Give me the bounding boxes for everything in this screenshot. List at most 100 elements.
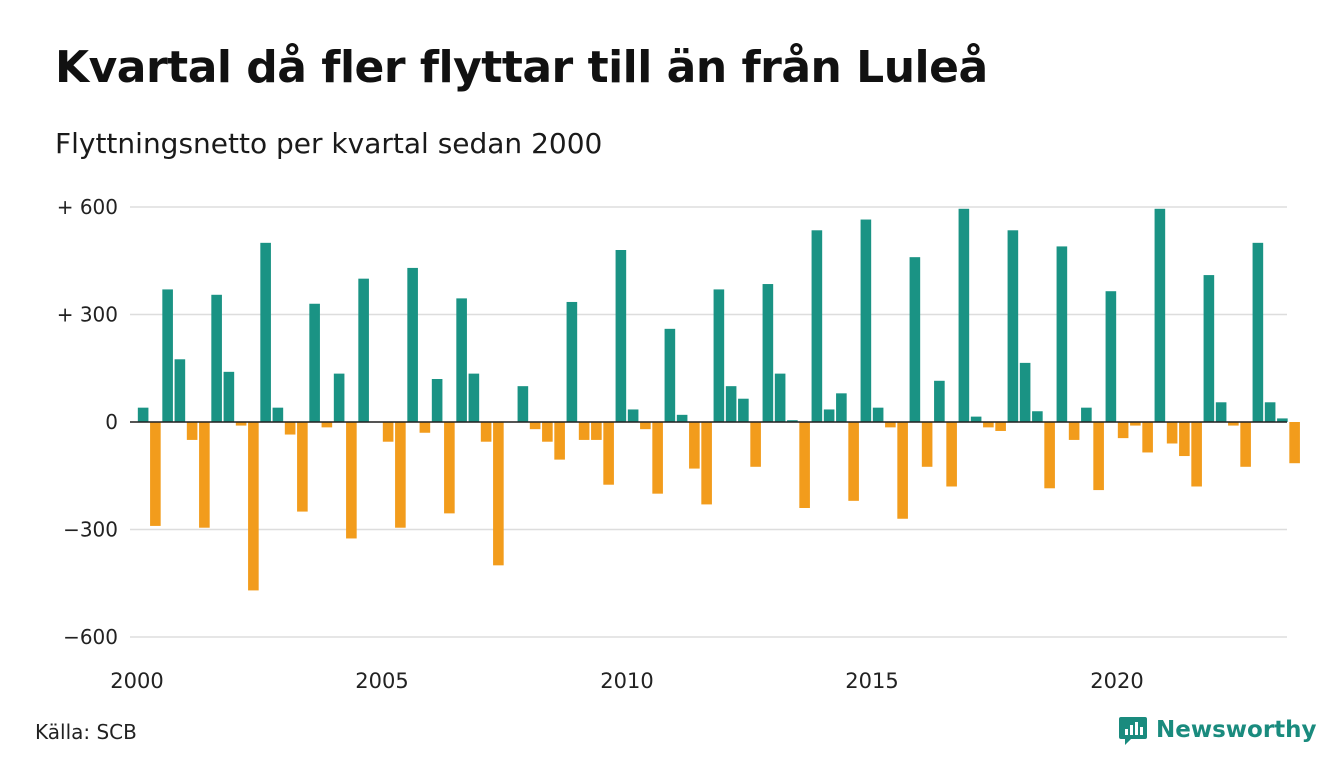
bar[interactable] bbox=[848, 422, 859, 501]
bar[interactable] bbox=[321, 422, 333, 428]
bar[interactable] bbox=[199, 422, 210, 528]
bar[interactable] bbox=[260, 242, 271, 422]
bar[interactable] bbox=[493, 422, 504, 566]
bar[interactable] bbox=[995, 422, 1006, 431]
bar[interactable] bbox=[517, 386, 529, 422]
bar[interactable] bbox=[774, 373, 786, 422]
bar[interactable] bbox=[799, 422, 810, 508]
bar[interactable] bbox=[1240, 422, 1251, 467]
bars bbox=[137, 208, 1300, 591]
bar[interactable] bbox=[1228, 422, 1239, 426]
bar[interactable] bbox=[382, 422, 394, 442]
bar[interactable] bbox=[444, 422, 455, 514]
bar[interactable] bbox=[1130, 422, 1141, 426]
bar[interactable] bbox=[811, 230, 823, 422]
bar[interactable] bbox=[946, 422, 957, 487]
x-tick-label: 2020 bbox=[1090, 669, 1143, 693]
bar[interactable] bbox=[860, 219, 872, 422]
bar[interactable] bbox=[652, 422, 663, 494]
bar[interactable] bbox=[701, 422, 712, 505]
bar[interactable] bbox=[1081, 407, 1092, 422]
bar[interactable] bbox=[1264, 402, 1276, 422]
bar[interactable] bbox=[578, 422, 590, 440]
bar[interactable] bbox=[333, 373, 345, 422]
bar[interactable] bbox=[725, 386, 737, 422]
bar[interactable] bbox=[885, 422, 896, 428]
bar[interactable] bbox=[664, 328, 676, 422]
bar[interactable] bbox=[983, 422, 994, 428]
bar[interactable] bbox=[542, 422, 553, 442]
bar[interactable] bbox=[676, 414, 688, 422]
bar[interactable] bbox=[823, 409, 835, 422]
bar[interactable] bbox=[713, 289, 725, 422]
bar[interactable] bbox=[456, 298, 467, 422]
axes: + 600 + 300 0 −300 −600 2000 2005 2010 2015 2020 bbox=[57, 195, 1287, 693]
bar[interactable] bbox=[529, 422, 541, 430]
bar[interactable] bbox=[934, 380, 945, 422]
bar[interactable] bbox=[1117, 422, 1129, 439]
bar[interactable] bbox=[762, 284, 774, 422]
bar[interactable] bbox=[1056, 246, 1068, 422]
bar[interactable] bbox=[787, 420, 798, 422]
y-tick-label: −300 bbox=[63, 518, 118, 542]
bar[interactable] bbox=[284, 422, 296, 435]
bar[interactable] bbox=[358, 278, 369, 422]
bar[interactable] bbox=[1142, 422, 1153, 453]
bar[interactable] bbox=[211, 294, 222, 422]
bar[interactable] bbox=[1007, 230, 1019, 422]
bar[interactable] bbox=[1252, 242, 1264, 422]
bar[interactable] bbox=[1166, 422, 1178, 444]
bar[interactable] bbox=[566, 301, 578, 422]
bar[interactable] bbox=[627, 409, 639, 422]
bar[interactable] bbox=[615, 250, 627, 422]
bar[interactable] bbox=[431, 379, 443, 422]
bar[interactable] bbox=[958, 208, 970, 422]
bar[interactable] bbox=[750, 422, 761, 467]
bar[interactable] bbox=[591, 422, 602, 440]
bar[interactable] bbox=[1068, 422, 1080, 440]
y-tick-label: 0 bbox=[105, 410, 118, 434]
bar[interactable] bbox=[1154, 208, 1166, 422]
bar[interactable] bbox=[1105, 291, 1117, 422]
bar[interactable] bbox=[272, 407, 284, 422]
bar[interactable] bbox=[603, 422, 614, 485]
bar[interactable] bbox=[309, 303, 320, 422]
bar[interactable] bbox=[248, 422, 259, 591]
bar[interactable] bbox=[480, 422, 492, 442]
bar[interactable] bbox=[186, 422, 198, 440]
bar[interactable] bbox=[1277, 418, 1288, 422]
bar[interactable] bbox=[297, 422, 308, 512]
bar[interactable] bbox=[897, 422, 908, 519]
bar[interactable] bbox=[235, 422, 247, 426]
bar[interactable] bbox=[1215, 402, 1227, 422]
bar[interactable] bbox=[1019, 362, 1031, 422]
bar[interactable] bbox=[1093, 422, 1104, 491]
bar[interactable] bbox=[137, 407, 149, 422]
bar[interactable] bbox=[223, 371, 235, 422]
bar[interactable] bbox=[150, 422, 161, 526]
brand-logo[interactable]: Newsworthy bbox=[1118, 714, 1317, 746]
bar[interactable] bbox=[395, 422, 406, 528]
bar[interactable] bbox=[1289, 422, 1300, 464]
bar[interactable] bbox=[346, 422, 357, 539]
bar[interactable] bbox=[1032, 411, 1043, 422]
y-tick-label: −600 bbox=[63, 625, 118, 649]
bar[interactable] bbox=[1179, 422, 1190, 457]
bar[interactable] bbox=[468, 373, 480, 422]
bar[interactable] bbox=[1191, 422, 1202, 487]
bar[interactable] bbox=[554, 422, 565, 460]
bar[interactable] bbox=[419, 422, 431, 433]
bar[interactable] bbox=[407, 267, 418, 422]
bar[interactable] bbox=[909, 257, 921, 422]
bar[interactable] bbox=[738, 398, 749, 422]
bar[interactable] bbox=[162, 289, 173, 422]
bar[interactable] bbox=[689, 422, 700, 469]
bar[interactable] bbox=[921, 422, 933, 467]
bar[interactable] bbox=[640, 422, 651, 430]
bar[interactable] bbox=[970, 416, 982, 422]
bar[interactable] bbox=[1044, 422, 1055, 489]
bar[interactable] bbox=[872, 407, 884, 422]
bar[interactable] bbox=[174, 359, 186, 422]
bar[interactable] bbox=[836, 393, 847, 422]
bar[interactable] bbox=[1203, 275, 1215, 422]
